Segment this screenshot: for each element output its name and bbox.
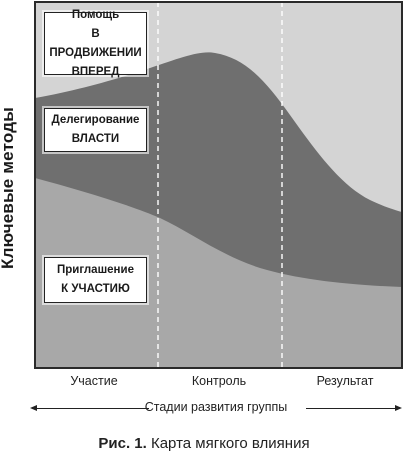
method-box-invitation: Приглашение К УЧАСТИЮ bbox=[44, 257, 147, 303]
stage-label-control: Контроль bbox=[191, 374, 247, 388]
arrow-left-icon bbox=[30, 405, 37, 411]
method-box-delegation: Делегирование ВЛАСТИ bbox=[44, 108, 147, 152]
figure-caption: Рис. 1. Карта мягкого влияния bbox=[0, 435, 408, 452]
method-delegation-line-1: Делегирование bbox=[51, 114, 140, 126]
method-delegation-line-2: ВЛАСТИ bbox=[71, 133, 120, 145]
band-invitation bbox=[35, 178, 402, 368]
x-axis-line-left bbox=[36, 408, 149, 409]
method-help-line-2: В ПРОДВИЖЕНИИ bbox=[49, 27, 142, 59]
x-axis-title: Стадии развития группы bbox=[144, 400, 288, 414]
x-axis-line-right bbox=[306, 408, 396, 409]
x-axis: Стадии развития группы bbox=[30, 398, 402, 418]
caption-text: Карта мягкого влияния bbox=[146, 435, 310, 452]
method-help-line-3: ВПЕРЕД bbox=[71, 65, 120, 78]
method-help-line-1: Помощь bbox=[71, 8, 120, 21]
method-box-help: Помощь В ПРОДВИЖЕНИИ ВПЕРЕД bbox=[44, 9, 147, 78]
caption-number: Рис. 1. bbox=[98, 435, 147, 452]
method-invitation-line-2: К УЧАСТИЮ bbox=[61, 283, 130, 295]
stage-label-result: Результат bbox=[316, 374, 374, 388]
arrow-right-icon bbox=[395, 405, 402, 411]
plot-frame bbox=[34, 1, 403, 369]
method-invitation-line-1: Приглашение bbox=[57, 264, 134, 276]
stage-label-participation: Участие bbox=[70, 374, 118, 388]
